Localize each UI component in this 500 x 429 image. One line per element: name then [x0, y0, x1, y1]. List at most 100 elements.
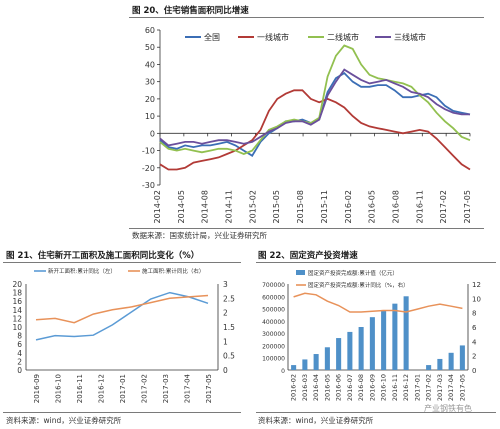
legend-label: 固定资产投资完成额:累计同比（%，右）: [308, 281, 409, 289]
figure-20-bottom-rule: [129, 228, 484, 229]
bar: [291, 365, 297, 370]
bar: [324, 347, 330, 370]
y-left-tick-label: 16: [12, 297, 22, 306]
y-right-tick-label: 6: [472, 324, 477, 332]
bar: [336, 338, 342, 370]
legend-label: 三线城市: [394, 32, 426, 42]
y-left-tick-label: 2: [17, 357, 22, 366]
x-tick-label: 2016-11: [415, 190, 424, 223]
x-tick-label: 2016-09: [368, 374, 376, 401]
y-left-tick-label: 700000: [262, 282, 285, 289]
legend-swatch: [296, 270, 305, 275]
y-right-tick-label: 0: [223, 366, 228, 375]
x-tick-label: 2014-02: [153, 190, 162, 223]
figure-21-top-rule: [3, 262, 241, 263]
y-left-tick-label: 8: [17, 332, 22, 341]
y-left-tick-label: 100000: [262, 356, 285, 363]
y-left-tick-label: 0: [281, 368, 285, 375]
y-right-tick-label: 2: [472, 353, 476, 361]
x-tick-label: 2016-12: [402, 374, 410, 401]
figure-20-source: 数据来源：国家统计局，兴业证券研究所: [132, 231, 267, 240]
x-tick-label: 2016-10: [380, 374, 388, 401]
figure-22-title: 图 22、固定资产投资增速: [258, 251, 358, 261]
x-tick-label: 2016-09: [33, 374, 41, 403]
chart-22-fixed-asset-investment: 0 100000 200000 300000 400000 500000 600000 700…: [262, 269, 481, 401]
y-tick-label: 40: [145, 60, 155, 69]
x-tick-label: 2015-11: [320, 190, 329, 223]
x-tick-label: 2016-04: [312, 374, 320, 401]
series-line: [293, 292, 463, 313]
bar: [358, 327, 364, 370]
y-left-tick-label: 300000: [262, 331, 285, 338]
x-tick-label: 2017-03: [162, 374, 170, 403]
x-tick-label: 2016-03: [301, 374, 309, 401]
x-tick-label: 2014-05: [177, 190, 186, 223]
x-tick-label: 2015-05: [272, 190, 281, 223]
x-tick-label: 2016-12: [98, 374, 106, 403]
x-tick-label: 2016-07: [346, 374, 354, 401]
y-tick-label: 50: [145, 43, 155, 52]
legend-label: 二线城市: [327, 32, 359, 42]
x-tick-label: 2017-04: [447, 374, 455, 401]
y-right-tick-label: 1.5: [223, 323, 235, 332]
watermark-text: 产业钢铁有色: [424, 404, 472, 413]
x-tick-label: 2017-02: [425, 374, 433, 401]
y-left-tick-label: 200000: [262, 343, 285, 350]
y-right-tick-label: 10: [472, 295, 481, 303]
figure-20-title: 图 20、住宅销售面积同比增速: [132, 6, 249, 16]
x-tick-label: 2014-08: [201, 190, 210, 223]
legend-label: 固定资产投资完成额:累计值（亿元）: [308, 269, 398, 277]
legend-label: 一线城市: [257, 32, 289, 42]
y-right-tick-label: 0.5: [223, 352, 235, 361]
y-tick-label: 60: [145, 26, 155, 35]
y-left-tick-label: 14: [12, 306, 22, 315]
x-tick-label: 2017-01: [413, 374, 421, 401]
x-tick-label: 2016-02: [344, 190, 353, 223]
bar: [369, 317, 375, 370]
figure-22-bottom-rule: [256, 412, 496, 413]
x-tick-label: 2017-03: [436, 374, 444, 401]
bar: [403, 296, 409, 370]
y-tick-label: 30: [145, 78, 155, 87]
bar: [392, 303, 398, 370]
figure-22-source: 资料来源：wind，兴业证券研究所: [258, 416, 374, 425]
bar: [347, 331, 353, 370]
x-tick-label: 2016-10: [55, 374, 63, 403]
y-left-tick-label: 600000: [262, 294, 285, 301]
x-tick-label: 2016-11: [391, 374, 399, 401]
series-line: [35, 294, 209, 324]
bar: [302, 359, 308, 370]
y-right-tick-label: 0: [472, 367, 476, 375]
legend-label: 施工面积:累计同比（右）: [142, 267, 204, 275]
y-right-tick-label: 2.5: [223, 294, 235, 303]
x-tick-label: 2016-08: [391, 190, 400, 223]
y-right-tick-label: 8: [472, 310, 476, 318]
x-tick-label: 2017-05: [205, 374, 213, 403]
x-tick-label: 2016-05: [368, 190, 377, 223]
figure-21-bottom-rule: [3, 412, 241, 413]
x-tick-label: 2017-02: [439, 190, 448, 223]
y-left-tick-label: 500000: [262, 307, 285, 314]
figure-20-top-rule: [129, 17, 484, 18]
y-tick-label: 0: [150, 129, 155, 138]
y-left-tick-label: 4: [17, 349, 22, 358]
chart-20-housing-sales: -30 -20 -10 0 10 20 30 40 50 60 2014-02 2014-05 2014…: [142, 26, 472, 223]
series-line: [159, 68, 470, 147]
figure-21-source: 资料来源：wind，兴业证券研究所: [6, 416, 122, 425]
y-right-tick-label: 12: [472, 281, 481, 289]
y-left-tick-label: 6: [17, 340, 22, 349]
bar: [437, 358, 443, 370]
bar: [313, 354, 319, 370]
y-tick-label: -10: [142, 147, 155, 156]
legend-label: 全国: [204, 32, 220, 42]
y-right-tick-label: 3: [223, 280, 228, 289]
y-tick-label: 20: [145, 95, 155, 104]
figure-21-title: 图 21、住宅新开工面积及施工面积同比变化（%）: [6, 251, 200, 261]
bar: [426, 365, 432, 370]
x-tick-label: 2017-01: [119, 374, 127, 403]
x-tick-label: 2017-05: [463, 190, 472, 223]
y-tick-label: 10: [145, 112, 155, 121]
y-right-tick-label: 1: [223, 337, 228, 346]
x-tick-label: 2016-06: [335, 374, 343, 401]
